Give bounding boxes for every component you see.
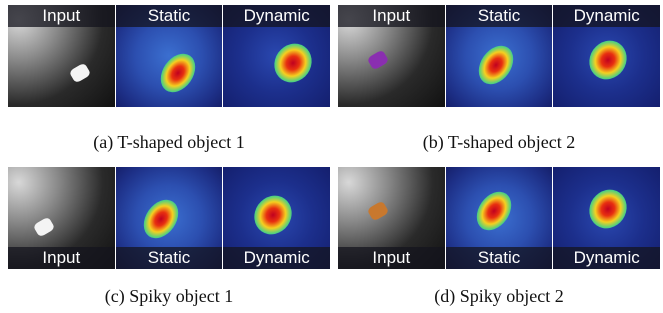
heatmap-image: Dynamic — [223, 5, 330, 107]
heatmap-image: Static — [116, 5, 223, 107]
heatmap-image: Dynamic — [553, 5, 660, 107]
heat-spot — [153, 47, 202, 99]
heatmap-image: Dynamic — [223, 167, 330, 269]
heatmap-image: Static — [446, 167, 553, 269]
input-image: Input — [8, 5, 115, 107]
tile-label: Dynamic — [223, 247, 330, 269]
heatmap-image: Static — [116, 167, 223, 269]
heatmap-image: Dynamic — [553, 167, 660, 269]
heat-spot — [469, 185, 518, 237]
object — [33, 216, 56, 237]
tile-label: Input — [8, 5, 115, 27]
caption: (c) Spiky object 1 — [8, 286, 330, 307]
caption: (d) Spiky object 2 — [338, 286, 660, 307]
caption: (a) T-shaped object 1 — [8, 132, 330, 153]
tile-label: Dynamic — [553, 247, 660, 269]
heat-spot — [582, 33, 634, 86]
tile-label: Input — [338, 247, 445, 269]
heat-spot — [471, 39, 520, 91]
tile-label: Static — [116, 5, 223, 27]
caption: (b) T-shaped object 2 — [338, 132, 660, 153]
tile-label: Static — [116, 247, 223, 269]
heat-spot — [582, 182, 634, 235]
figure: InputStaticDynamic(a) T-shaped object 1I… — [0, 0, 663, 313]
input-image: Input — [8, 167, 115, 269]
input-image: Input — [338, 167, 445, 269]
heat-spot — [247, 188, 299, 241]
tile-label: Dynamic — [553, 5, 660, 27]
tile-label: Input — [8, 247, 115, 269]
tile-label: Static — [446, 5, 553, 27]
input-image: Input — [338, 5, 445, 107]
heat-spot — [267, 36, 319, 89]
object — [367, 200, 390, 221]
tile-label: Input — [338, 5, 445, 27]
tile-label: Static — [446, 247, 553, 269]
heat-spot — [136, 193, 185, 245]
object — [367, 49, 390, 70]
object — [69, 62, 92, 83]
tile-label: Dynamic — [223, 5, 330, 27]
heatmap-image: Static — [446, 5, 553, 107]
